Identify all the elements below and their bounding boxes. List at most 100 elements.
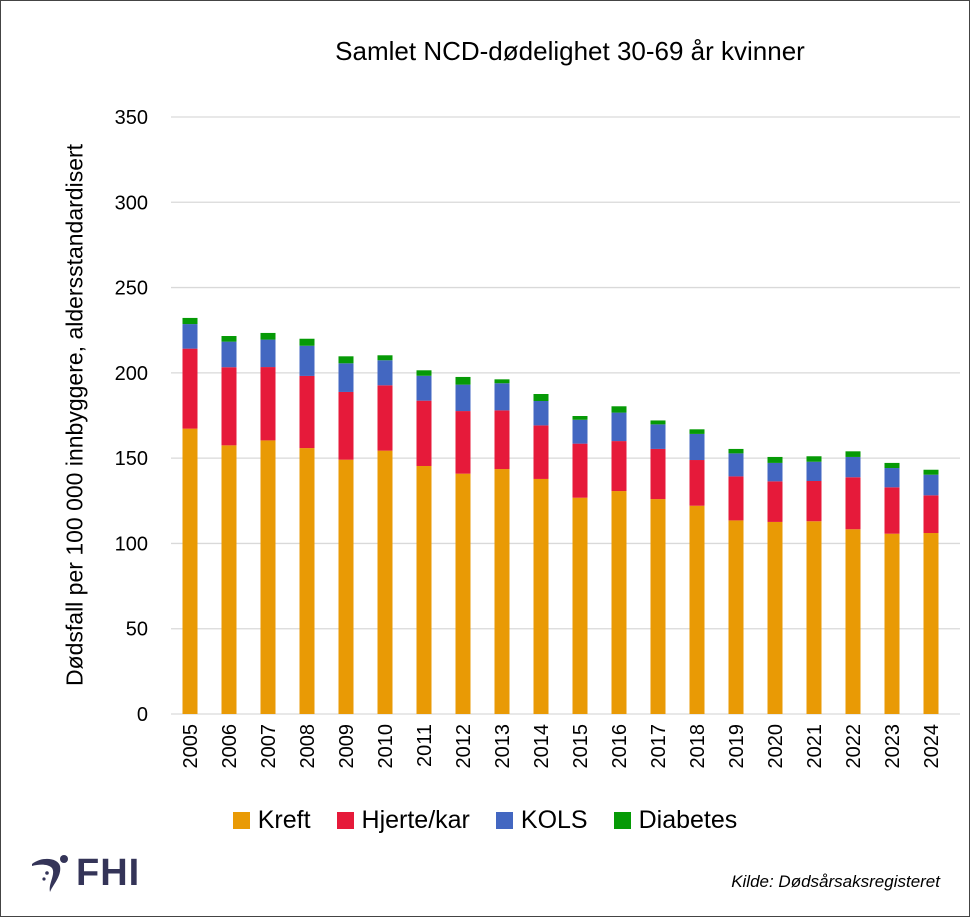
x-tick-label: 2020	[765, 724, 787, 769]
bar-hjerte-kar	[182, 348, 198, 429]
bar-diabetes	[728, 448, 744, 454]
bar-kols	[728, 453, 744, 477]
x-tick-label: 2009	[336, 724, 358, 769]
bar-kreft	[455, 473, 471, 714]
bar-hjerte-kar	[416, 400, 432, 466]
source-note: Kilde: Dødsårsaksregisteret	[731, 872, 940, 891]
bar-hjerte-kar	[221, 367, 237, 446]
y-tick-label: 150	[115, 448, 148, 470]
x-tick-label: 2006	[219, 724, 241, 769]
bar-diabetes	[845, 451, 861, 457]
bar-kreft	[845, 529, 861, 714]
bar-hjerte-kar	[338, 391, 354, 460]
bar-hjerte-kar	[260, 367, 276, 441]
legend: Kreft Hjerte/kar KOLS Diabetes	[0, 806, 970, 835]
bar-kreft	[728, 520, 744, 714]
bar-diabetes	[611, 406, 627, 413]
fhi-logo: FHI	[30, 852, 140, 895]
x-tick-label: 2023	[882, 724, 904, 769]
legend-label: Diabetes	[638, 806, 738, 834]
legend-label: KOLS	[520, 806, 588, 834]
legend-swatch	[495, 812, 513, 829]
bar-kols	[260, 339, 276, 368]
bar-diabetes	[884, 462, 900, 469]
x-tick-label: 2011	[414, 724, 436, 767]
x-tick-label: 2024	[921, 724, 943, 769]
y-tick-label: 0	[137, 704, 148, 726]
bar-hjerte-kar	[494, 410, 510, 470]
x-tick-label: 2015	[570, 724, 592, 769]
bar-hjerte-kar	[572, 443, 588, 498]
bar-kreft	[572, 497, 588, 714]
bar-hjerte-kar	[845, 477, 861, 530]
bar-hjerte-kar	[299, 375, 315, 449]
fhi-figure-icon	[32, 854, 68, 892]
bar-hjerte-kar	[533, 425, 549, 479]
bar-kreft	[533, 478, 549, 714]
bar-hjerte-kar	[923, 495, 939, 534]
bar-kreft	[416, 465, 432, 714]
bar-diabetes	[533, 394, 549, 402]
bar-kols	[845, 456, 861, 478]
bar-diabetes	[299, 338, 315, 346]
bar-kols	[338, 363, 354, 392]
y-tick-label: 50	[126, 619, 148, 641]
y-tick-label: 300	[115, 192, 148, 214]
logo-text: FHI	[76, 852, 141, 894]
bar-kreft	[689, 505, 705, 714]
y-tick-label: 250	[115, 278, 148, 300]
bar-kols	[806, 461, 822, 481]
bar-hjerte-kar	[455, 411, 471, 474]
bar-hjerte-kar	[611, 441, 627, 492]
y-tick-label: 200	[115, 363, 148, 385]
bar-kreft	[494, 469, 510, 714]
bar-hjerte-kar	[884, 487, 900, 534]
legend-item: KOLS	[495, 806, 588, 835]
bar-kols	[455, 384, 471, 412]
bar-kols	[611, 412, 627, 442]
bar-kreft	[611, 491, 627, 714]
x-tick-label: 2022	[843, 724, 865, 769]
bar-hjerte-kar	[806, 480, 822, 522]
legend-item: Diabetes	[613, 806, 738, 835]
bar-diabetes	[923, 469, 939, 475]
x-tick-label: 2007	[258, 724, 280, 769]
bar-diabetes	[455, 376, 471, 385]
bar-kreft	[650, 499, 666, 714]
bar-kreft	[299, 448, 315, 714]
bar-kreft	[806, 521, 822, 714]
plot-area: 0 50 100 150 200 250 300 350 2005 2006 2007 2008 200…	[115, 107, 960, 769]
legend-item: Kreft	[232, 806, 311, 835]
x-tick-label: 2012	[453, 724, 475, 769]
bar-kols	[299, 345, 315, 376]
bar-kols	[377, 360, 393, 386]
legend-label: Kreft	[257, 806, 311, 834]
x-tick-label: 2021	[804, 724, 826, 769]
bar-diabetes	[416, 370, 432, 376]
x-tick-label: 2008	[297, 724, 319, 769]
bar-kreft	[221, 445, 237, 714]
bar-diabetes	[806, 456, 822, 462]
bar-diabetes	[260, 332, 276, 340]
bar-hjerte-kar	[767, 481, 783, 522]
legend-label: Hjerte/kar	[361, 806, 470, 834]
bar-diabetes	[572, 416, 588, 420]
legend-swatch	[613, 812, 631, 829]
bar-kreft	[260, 440, 276, 714]
legend-swatch	[232, 812, 250, 829]
bar-kols	[416, 375, 432, 401]
bar-kols	[572, 419, 588, 444]
x-tick-label: 2017	[648, 724, 670, 769]
chart-title: Samlet NCD-dødelighet 30-69 år kvinner	[335, 36, 805, 66]
x-tick-label: 2013	[492, 724, 514, 769]
x-tick-label: 2019	[726, 724, 748, 769]
bar-kreft	[182, 428, 198, 714]
y-tick-label: 100	[115, 533, 148, 555]
x-tick-label: 2016	[609, 724, 631, 769]
bar-kols	[533, 401, 549, 426]
legend-item: Hjerte/kar	[336, 806, 470, 835]
bar-hjerte-kar	[650, 448, 666, 500]
bar-diabetes	[689, 429, 705, 434]
x-tick-label: 2010	[375, 724, 397, 769]
bar-hjerte-kar	[377, 385, 393, 451]
